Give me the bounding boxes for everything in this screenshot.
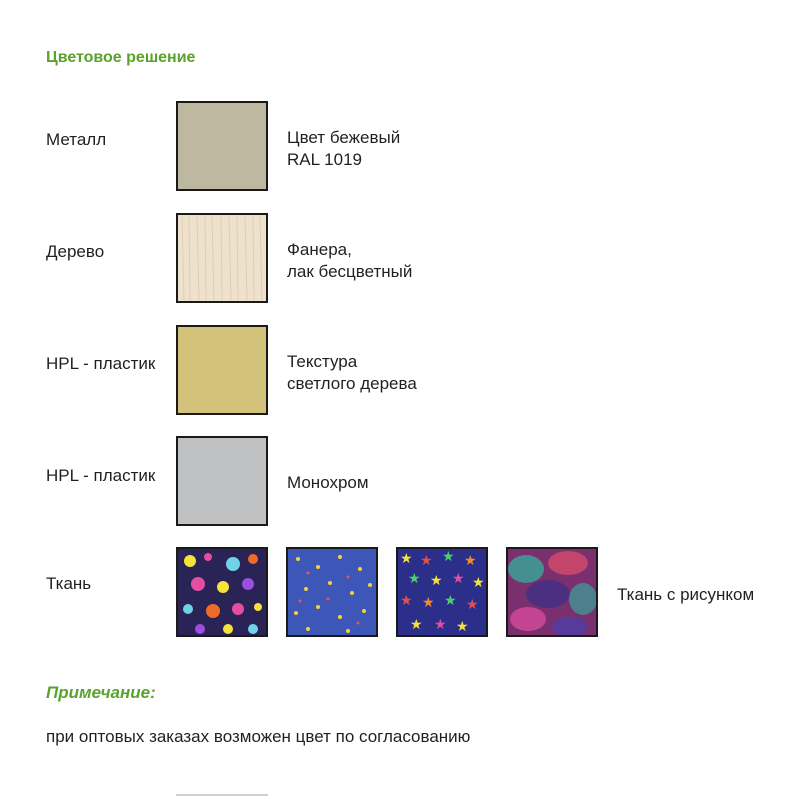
svg-text:★: ★ bbox=[400, 593, 413, 609]
svg-text:★: ★ bbox=[422, 595, 435, 611]
material-label: HPL - пластик bbox=[46, 354, 156, 373]
svg-text:★: ★ bbox=[420, 553, 433, 569]
material-description: Фанера, лак бесцветный bbox=[287, 240, 413, 281]
fabric-swatch-blue-print bbox=[286, 547, 378, 637]
svg-text:★: ★ bbox=[400, 551, 413, 567]
svg-text:★: ★ bbox=[410, 617, 423, 633]
fabric-swatch-dark-floral bbox=[176, 547, 268, 637]
cropped-swatch-edge bbox=[176, 794, 268, 804]
material-description: Ткань с рисунком bbox=[617, 585, 755, 604]
color-swatch-hpl-light-wood bbox=[176, 325, 268, 415]
material-description: Цвет бежевый RAL 1019 bbox=[287, 128, 401, 169]
material-label: Дерево bbox=[46, 242, 105, 261]
material-description: Монохром bbox=[287, 473, 369, 492]
note-text: при оптовых заказах возможен цвет по сог… bbox=[46, 727, 471, 746]
material-label: HPL - пластик bbox=[46, 466, 156, 485]
svg-text:★: ★ bbox=[464, 553, 477, 569]
section-heading: Цветовое решение bbox=[46, 49, 196, 66]
svg-text:★: ★ bbox=[442, 549, 455, 565]
svg-text:★: ★ bbox=[452, 571, 465, 587]
svg-text:★: ★ bbox=[456, 619, 469, 635]
color-swatch-hpl-monochrome bbox=[176, 436, 268, 526]
fabric-swatch-stars: ★ ★ ★ ★ ★ ★ ★ ★ ★ ★ ★ ★ ★ ★ ★ bbox=[396, 547, 488, 637]
material-label: Ткань bbox=[46, 574, 92, 593]
svg-text:★: ★ bbox=[472, 575, 485, 591]
svg-text:★: ★ bbox=[466, 597, 479, 613]
svg-text:★: ★ bbox=[408, 571, 421, 587]
color-swatch-metal-beige bbox=[176, 101, 268, 191]
wood-texture-image bbox=[178, 214, 266, 302]
material-description: Текстура светлого дерева bbox=[287, 352, 417, 393]
note-title: Примечание: bbox=[46, 683, 156, 702]
svg-text:★: ★ bbox=[434, 617, 447, 633]
svg-text:★: ★ bbox=[430, 573, 443, 589]
material-label: Металл bbox=[46, 130, 107, 149]
fabric-swatch-abstract bbox=[506, 547, 598, 637]
color-swatch-plywood bbox=[176, 213, 268, 303]
svg-text:★: ★ bbox=[444, 593, 457, 609]
